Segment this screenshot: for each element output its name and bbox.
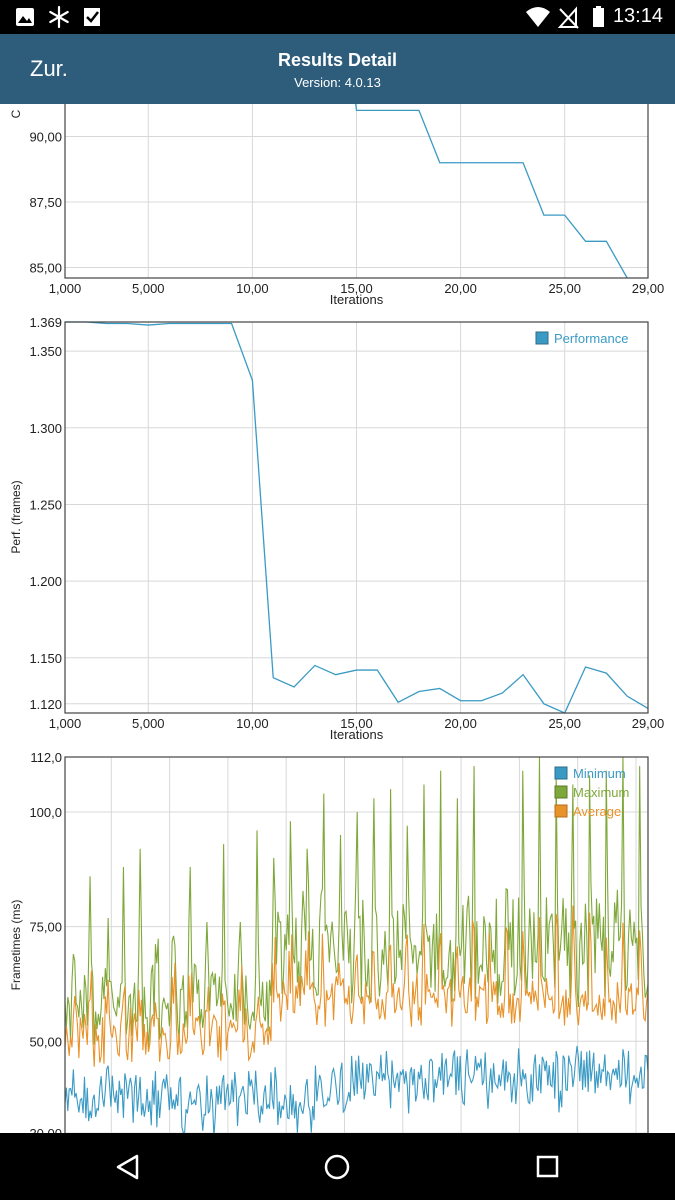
- plot-frame: [64, 756, 649, 1133]
- chart-1-bg: [0, 104, 675, 304]
- average-series-line: [64, 905, 649, 1067]
- status-left-icons: [16, 5, 100, 29]
- legend-label-maximum: Maximum: [573, 785, 629, 800]
- home-nav-icon[interactable]: [324, 1154, 350, 1180]
- minimum-series-line: [64, 1045, 649, 1133]
- results-scroll-area[interactable]: 85,00 87,50 90,00 1,000 5,000 10,00 15,00 20,00…: [0, 104, 675, 1133]
- y-tick-label: 1.250: [29, 497, 62, 512]
- x-tick-label: 15,00: [340, 716, 373, 731]
- x-tick-label: 10,00: [236, 281, 269, 296]
- x-tick-label: 29,00: [632, 716, 665, 731]
- chart-1-xlabel: Iterations: [330, 292, 384, 307]
- plot-frame: [64, 104, 649, 279]
- x-tick-label: 1,000: [49, 716, 82, 731]
- chart-3-ylabel: Frametimes (ms): [9, 900, 23, 991]
- status-time: 13:14: [612, 5, 663, 27]
- y-tick-label: 75,00: [29, 920, 62, 935]
- legend-label-performance: Performance: [554, 331, 628, 346]
- x-tick-label: 5,000: [132, 716, 165, 731]
- system-navigation-bar: [0, 1133, 675, 1200]
- legend-label-average: Average: [573, 804, 621, 819]
- performance-series-line: [65, 321, 649, 714]
- plot-frame: [64, 321, 649, 714]
- x-tick-label: 20,00: [444, 281, 477, 296]
- y-tick-label: 90,00: [29, 130, 62, 145]
- y-tick-label: 1.369: [29, 315, 62, 330]
- chart-2-xlabel: Iterations: [330, 727, 384, 742]
- wifi-icon: [526, 7, 550, 27]
- x-tick-label: 15,00: [340, 281, 373, 296]
- snowflake-icon: [49, 5, 69, 29]
- status-bar: 13:14: [0, 0, 675, 34]
- legend-label-minimum: Minimum: [573, 766, 626, 781]
- charts-canvas: 85,00 87,50 90,00 1,000 5,000 10,00 15,00 20,00…: [0, 104, 675, 1133]
- y-tick-label: 30,00: [29, 1126, 62, 1133]
- app-header: Zur. Results Detail Version: 4.0.13: [0, 34, 675, 104]
- chart-1-ylabel: C: [9, 109, 23, 118]
- legend-swatch-minimum: [554, 766, 568, 780]
- x-tick-label: 10,00: [236, 716, 269, 731]
- y-tick-label: 1.150: [29, 651, 62, 666]
- y-tick-label: 1.120: [29, 697, 62, 712]
- y-tick-label: 85,00: [29, 261, 62, 276]
- maximum-series-line: [64, 756, 649, 1048]
- status-right-icons: [526, 6, 604, 29]
- chart-1-series-line: [355, 104, 628, 279]
- x-tick-label: 29,00: [632, 281, 665, 296]
- y-tick-label: 87,50: [29, 195, 62, 210]
- y-tick-label: 1.300: [29, 421, 62, 436]
- chart-2-ylabel: Perf. (frames): [9, 480, 23, 553]
- y-tick-label: 1.350: [29, 344, 62, 359]
- x-tick-label: 1,000: [49, 281, 82, 296]
- legend-swatch-maximum: [554, 785, 568, 799]
- back-nav-icon[interactable]: [116, 1154, 139, 1180]
- back-button[interactable]: Zur.: [30, 56, 68, 81]
- recents-nav-icon[interactable]: [536, 1155, 559, 1178]
- chart-3-legend: Minimum Maximum Average: [554, 766, 629, 819]
- battery-icon: [593, 6, 604, 27]
- y-tick-label: 1.200: [29, 574, 62, 589]
- image-icon: [16, 8, 34, 26]
- page-title: Results Detail: [277, 50, 398, 70]
- y-tick-label: 112,0: [30, 750, 62, 765]
- legend-swatch-average: [554, 804, 568, 818]
- y-tick-label: 50,00: [29, 1034, 62, 1049]
- chart-2-legend: Performance: [535, 331, 628, 346]
- x-tick-label: 25,00: [548, 716, 581, 731]
- no-signal-icon: [557, 6, 579, 29]
- x-tick-label: 25,00: [548, 281, 581, 296]
- version-subtitle: Version: 4.0.13: [294, 75, 381, 90]
- y-tick-label: 100,0: [29, 805, 62, 820]
- legend-swatch-performance: [535, 331, 549, 345]
- x-tick-label: 20,00: [444, 716, 477, 731]
- check-badge-icon: [84, 8, 100, 26]
- x-tick-label: 5,000: [132, 281, 165, 296]
